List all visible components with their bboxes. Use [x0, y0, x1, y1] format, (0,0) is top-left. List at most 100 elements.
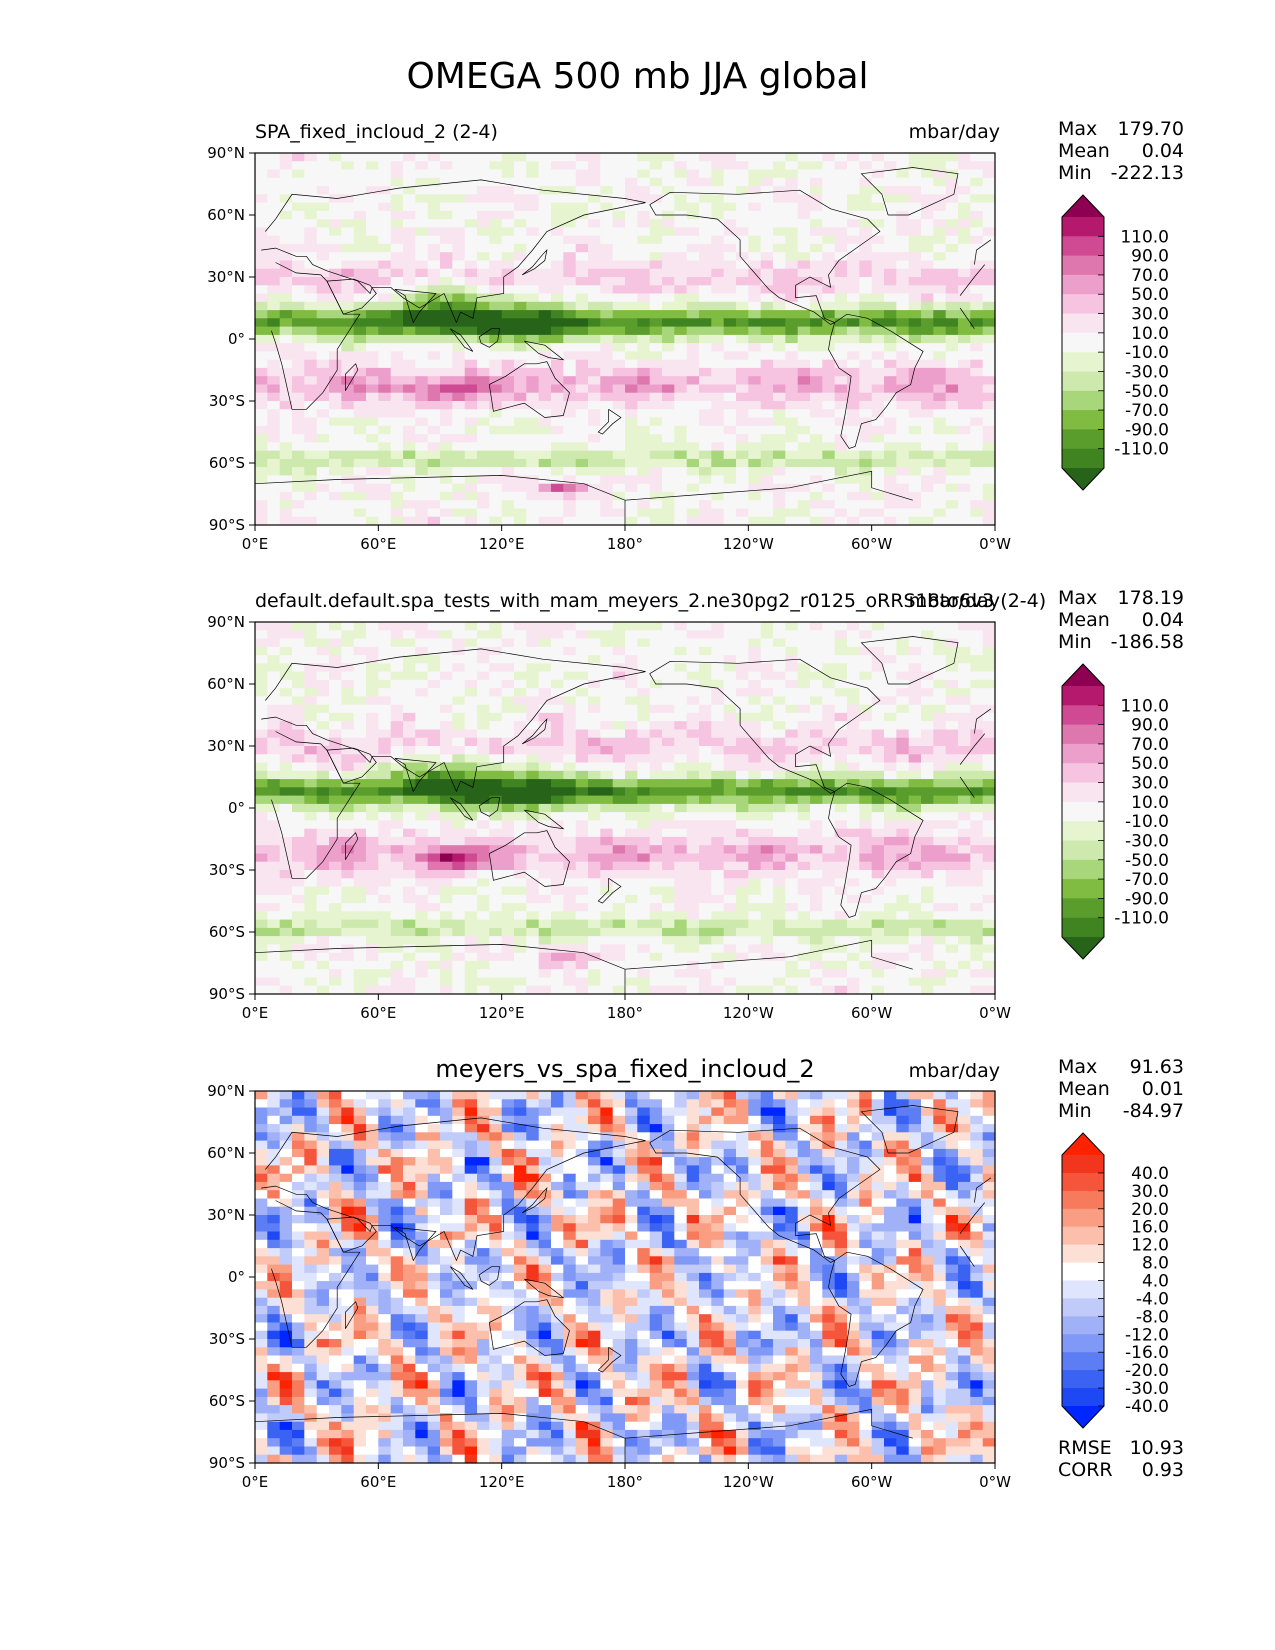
field-cell — [316, 219, 330, 228]
field-cell — [612, 836, 626, 846]
field-cell — [970, 161, 984, 171]
field-cell — [551, 721, 564, 731]
field-cell — [822, 268, 836, 278]
field-cell — [304, 384, 318, 394]
field-cell — [760, 737, 774, 747]
field-cell — [834, 467, 848, 476]
field-cell — [662, 310, 675, 319]
field-cell — [353, 177, 367, 187]
field-cell — [464, 401, 478, 410]
field-cell — [316, 351, 330, 361]
field-cell — [353, 894, 367, 904]
field-cell — [958, 688, 971, 697]
field-cell — [489, 153, 503, 162]
field-cell — [834, 252, 848, 262]
field-cell — [390, 467, 404, 476]
field-cell — [736, 293, 749, 303]
field-cell — [575, 787, 589, 797]
field-cell — [353, 384, 367, 394]
field-cell — [464, 169, 478, 179]
field-cell — [440, 729, 453, 739]
field-cell — [662, 252, 675, 262]
field-cell — [600, 359, 614, 369]
field-cell — [699, 351, 712, 361]
field-cell — [674, 467, 688, 476]
field-cell — [267, 861, 281, 871]
field-cell — [612, 450, 626, 460]
field-cell — [797, 870, 811, 879]
field-cell — [649, 853, 663, 863]
field-cell — [612, 754, 626, 764]
field-cell — [304, 828, 318, 838]
field-cell — [612, 508, 626, 518]
field-cell — [810, 310, 823, 319]
field-cell — [403, 359, 416, 369]
field-cell — [896, 409, 910, 419]
field-cell — [723, 392, 737, 402]
field-cell — [908, 870, 922, 879]
field-cell — [403, 326, 416, 336]
field-cell — [452, 384, 466, 394]
field-cell — [538, 177, 552, 187]
field-cell — [292, 729, 305, 739]
field-cell — [773, 326, 786, 336]
field-cell — [415, 243, 429, 253]
field-cell — [464, 754, 478, 764]
field-cell — [588, 367, 601, 377]
field-cell — [477, 210, 490, 220]
field-cell — [982, 277, 996, 286]
field-cell — [970, 467, 984, 476]
field-cell — [514, 367, 527, 377]
field-cell — [847, 450, 860, 460]
field-cell — [908, 845, 922, 855]
field-cell — [600, 696, 614, 706]
field-cell — [588, 376, 601, 386]
field-cell — [489, 787, 503, 797]
field-cell — [859, 845, 873, 855]
field-cell — [563, 202, 577, 212]
field-cell — [736, 491, 749, 501]
field-cell — [477, 243, 490, 253]
field-cell — [612, 392, 626, 402]
field-cell — [859, 434, 873, 443]
field-cell — [871, 202, 885, 212]
field-cell — [847, 762, 860, 772]
field-cell — [304, 392, 318, 402]
field-cell — [711, 508, 725, 518]
field-cell — [292, 779, 305, 788]
field-cell — [699, 227, 712, 237]
field-cell — [279, 704, 293, 714]
field-cell — [563, 392, 577, 402]
field-cell — [847, 194, 860, 204]
field-cell — [501, 202, 515, 212]
field-cell — [711, 516, 725, 526]
field-cell — [674, 153, 688, 162]
field-cell — [945, 434, 959, 443]
field-cell — [822, 828, 836, 838]
field-cell — [908, 467, 922, 476]
field-cell — [378, 268, 392, 278]
field-cell — [896, 153, 910, 162]
field-cell — [390, 442, 404, 452]
field-cell — [686, 351, 700, 361]
field-cell — [551, 770, 564, 780]
field-cell — [760, 712, 774, 722]
field-cell — [341, 508, 355, 518]
field-cell — [921, 746, 934, 755]
field-cell — [526, 169, 540, 179]
field-cell — [255, 417, 268, 427]
field-cell — [785, 409, 799, 419]
field-cell — [267, 277, 281, 286]
field-cell — [427, 712, 441, 722]
field-cell — [452, 911, 466, 921]
field-cell — [538, 795, 552, 805]
field-cell — [674, 779, 688, 788]
field-cell — [958, 878, 971, 888]
field-cell — [501, 712, 515, 722]
field-cell — [403, 622, 416, 631]
field-cell — [390, 425, 404, 435]
field-cell — [625, 442, 638, 452]
field-cell — [304, 235, 318, 245]
field-cell — [489, 836, 503, 846]
field-cell — [625, 853, 638, 863]
